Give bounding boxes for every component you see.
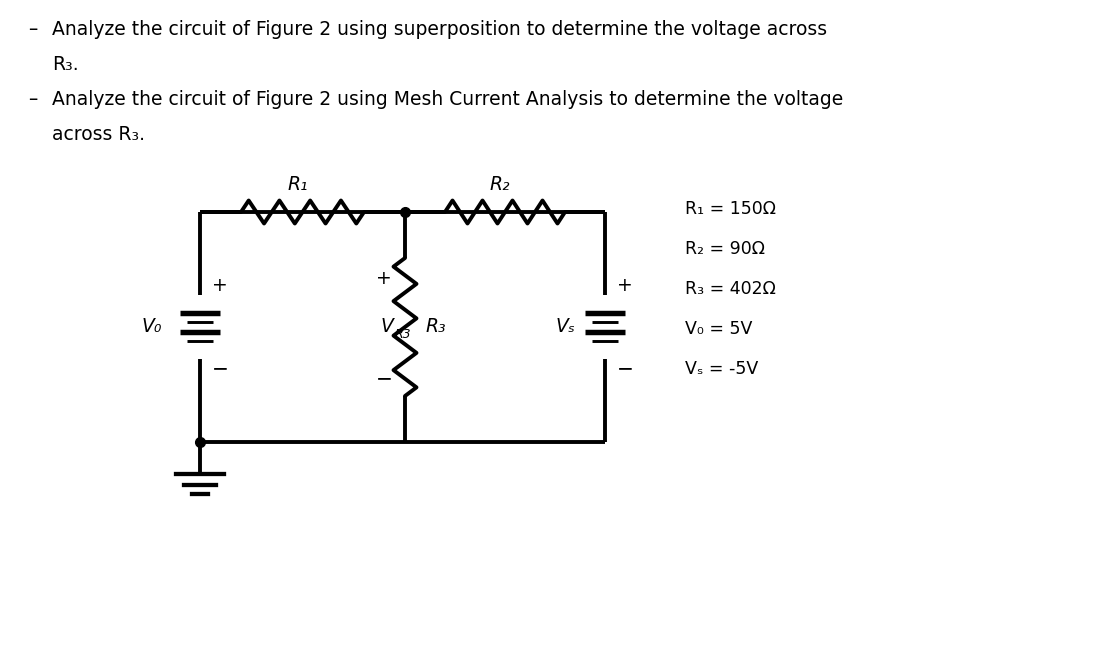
- Text: –: –: [28, 90, 38, 109]
- Text: across R₃.: across R₃.: [52, 125, 145, 144]
- Text: R₁ = 150Ω: R₁ = 150Ω: [685, 200, 776, 218]
- Text: R₂ = 90Ω: R₂ = 90Ω: [685, 240, 765, 258]
- Text: Vₛ: Vₛ: [556, 317, 574, 337]
- Text: −: −: [212, 360, 228, 378]
- Text: R₃: R₃: [426, 317, 447, 337]
- Text: R3: R3: [395, 327, 411, 341]
- Text: V₀ = 5V: V₀ = 5V: [685, 320, 752, 338]
- Text: Analyze the circuit of Figure 2 using Mesh Current Analysis to determine the vol: Analyze the circuit of Figure 2 using Me…: [52, 90, 843, 109]
- Text: −: −: [617, 360, 633, 378]
- Text: Analyze the circuit of Figure 2 using superposition to determine the voltage acr: Analyze the circuit of Figure 2 using su…: [52, 20, 827, 39]
- Text: R₁: R₁: [287, 175, 308, 194]
- Text: +: +: [376, 269, 391, 288]
- Text: V₀: V₀: [142, 317, 162, 337]
- Text: +: +: [212, 276, 227, 294]
- Text: Vₛ = -5V: Vₛ = -5V: [685, 360, 759, 378]
- Text: −: −: [376, 370, 393, 388]
- Text: R₃.: R₃.: [52, 55, 79, 74]
- Text: +: +: [617, 276, 633, 294]
- Text: –: –: [28, 20, 38, 39]
- Text: R₃ = 402Ω: R₃ = 402Ω: [685, 280, 776, 298]
- Text: R₂: R₂: [490, 175, 510, 194]
- Text: V: V: [380, 317, 393, 337]
